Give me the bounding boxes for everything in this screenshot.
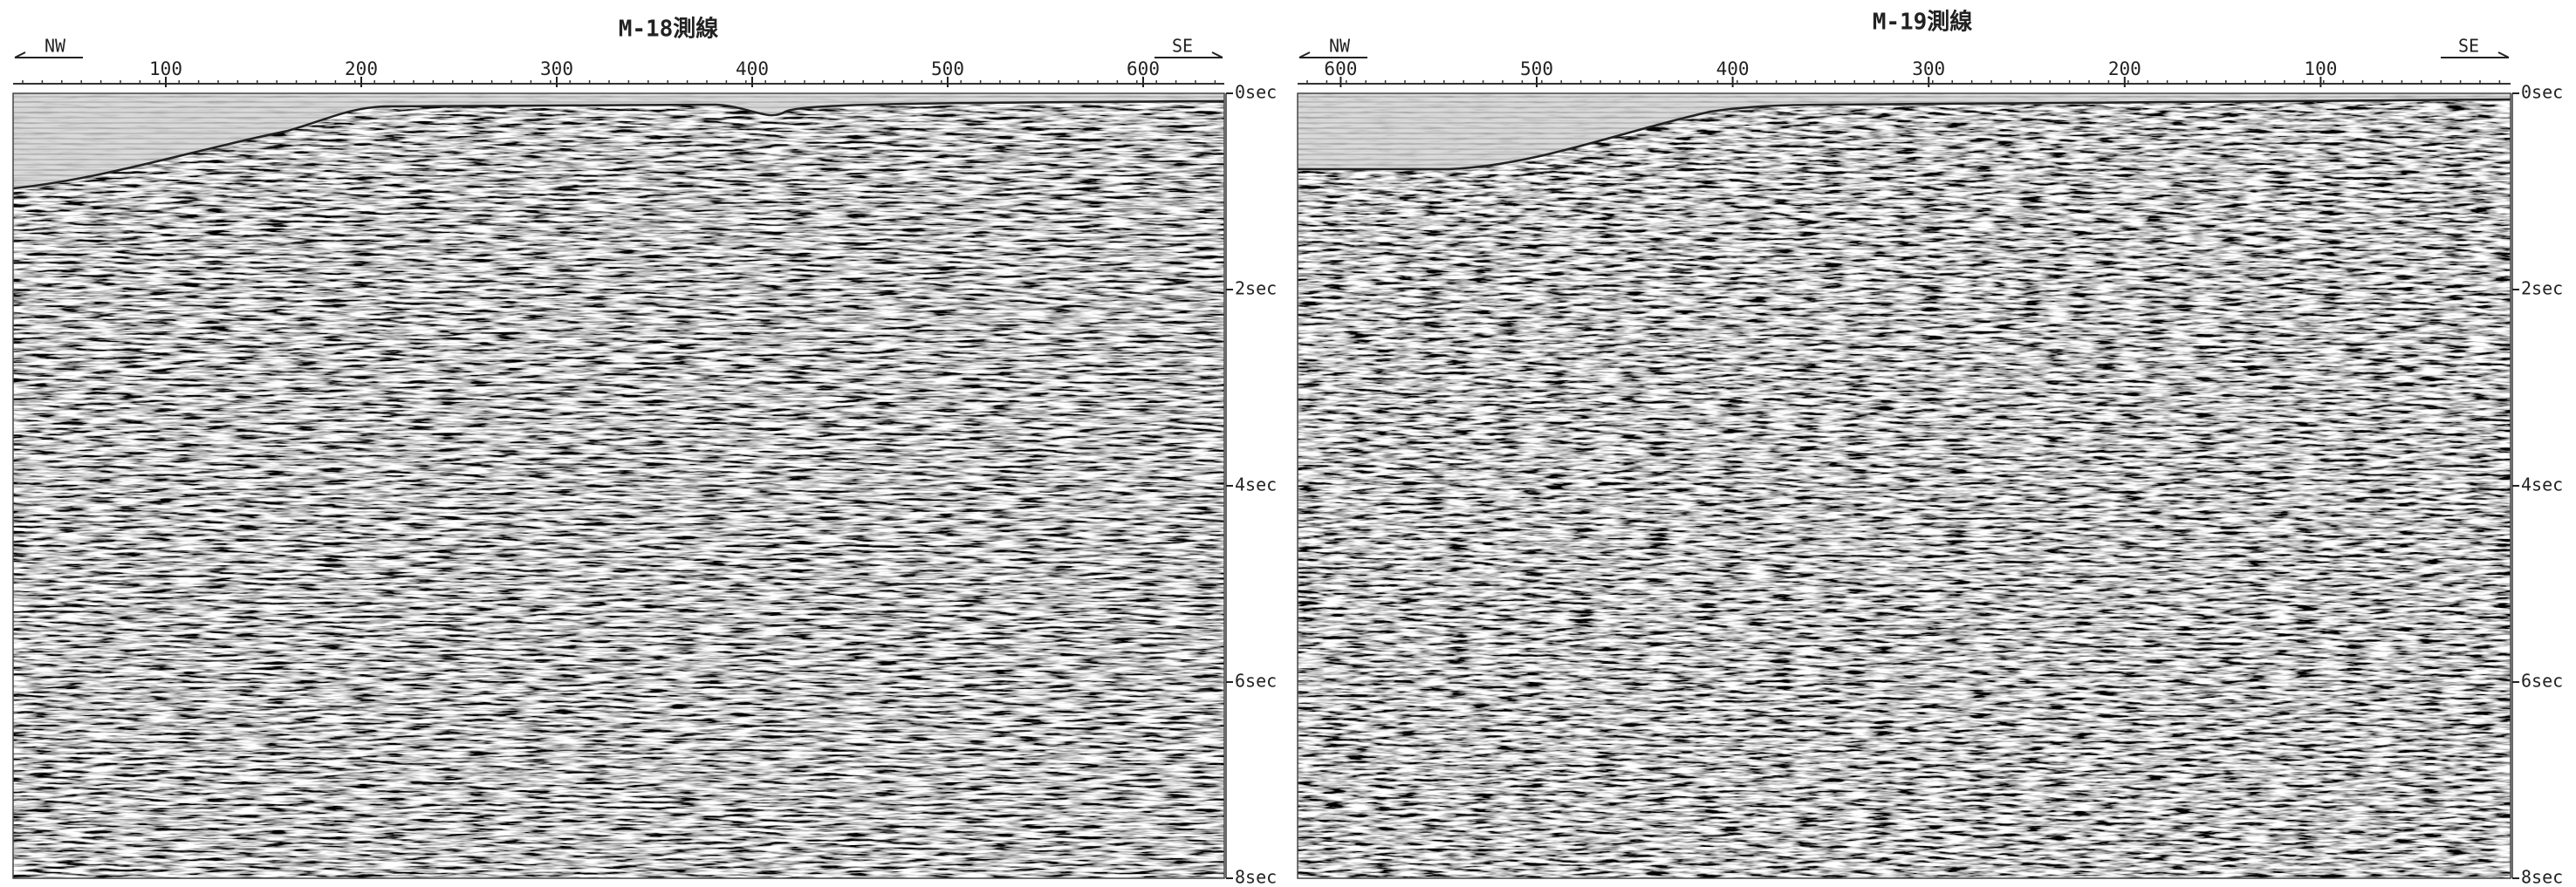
panel-title: M-19測線 (1873, 9, 1973, 36)
time-tick-label: 0sec (2521, 82, 2563, 103)
distance-tick-label: 500 (1520, 58, 1553, 79)
panel-title: M-18測線 (619, 16, 719, 43)
time-tick-label: 6sec (1235, 671, 1277, 692)
time-tick-label: 0sec (1235, 82, 1277, 103)
distance-tick-label: 100 (149, 58, 182, 79)
section-frame (1297, 92, 2511, 879)
direction-label: NW (1329, 36, 1351, 57)
time-tick-label: 2sec (1235, 278, 1277, 299)
distance-tick-label: 600 (1324, 58, 1357, 79)
panel: M-18測線 NW SE 100 200 300 400 500 600 0sec 2sec 4sec… (12, 16, 1277, 887)
distance-tick-label: 600 (1127, 58, 1160, 79)
distance-tick-label: 400 (1716, 58, 1750, 79)
direction-arrow (14, 51, 83, 58)
distance-tick-label: 300 (1912, 58, 1945, 79)
time-tick-label: 6sec (2521, 671, 2563, 692)
panel: M-19測線 NW SE 600 500 400 300 200 100 0sec 2sec 4sec… (1297, 9, 2563, 887)
distance-tick-label: 100 (2304, 58, 2337, 79)
water-column (13, 93, 1224, 188)
distance-tick-label: 200 (345, 58, 378, 79)
distance-tick-label: 500 (931, 58, 964, 79)
direction-label: SE (1172, 36, 1193, 57)
time-tick-label: 8sec (2521, 867, 2563, 887)
water-column (1298, 93, 2511, 169)
distance-tick-label: 200 (2108, 58, 2141, 79)
seafloor (12, 99, 1225, 190)
distance-tick-label: 300 (540, 58, 573, 79)
direction-arrow (1298, 51, 1367, 58)
time-tick-label: 2sec (2521, 278, 2563, 299)
time-tick-label: 4sec (1235, 474, 1277, 495)
direction-arrow (2441, 51, 2510, 58)
distance-tick-label: 400 (736, 58, 769, 79)
time-tick-label: 8sec (1235, 867, 1277, 887)
seismic-section (1298, 93, 2511, 878)
seafloor (1298, 98, 2511, 171)
direction-label: NW (45, 36, 66, 57)
seismic-section (13, 93, 1224, 878)
direction-arrow (1154, 51, 1223, 58)
section-frame (12, 92, 1225, 879)
time-tick-label: 4sec (2521, 474, 2563, 495)
direction-label: SE (2458, 36, 2479, 57)
